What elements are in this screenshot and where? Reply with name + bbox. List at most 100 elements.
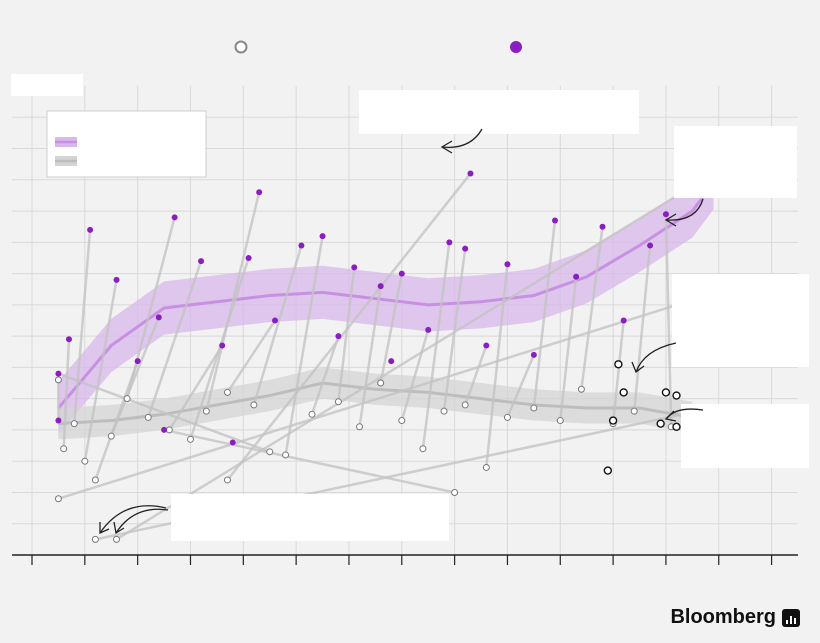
- filled-point: [229, 439, 236, 446]
- arrow-head: [631, 361, 645, 374]
- annotation-box-bottom: [171, 494, 449, 541]
- pair-connector: [125, 217, 176, 399]
- pair-connector: [83, 279, 118, 462]
- annotation-box-right-top: [674, 126, 797, 198]
- hollow-point: [54, 495, 62, 503]
- filled-point: [483, 342, 490, 349]
- hollow-point: [398, 417, 406, 425]
- outlier-ring-point: [656, 419, 665, 428]
- hollow-point: [186, 435, 194, 443]
- pair-connector: [379, 273, 404, 384]
- filled-point: [335, 333, 342, 340]
- filled-point: [298, 242, 305, 249]
- outlier-ring-point: [672, 422, 681, 432]
- hollow-point: [165, 426, 173, 434]
- bloomberg-logo: Bloomberg: [670, 606, 800, 629]
- arrow-bottom-1: [99, 505, 167, 534]
- arrow-head: [113, 521, 125, 535]
- filled-point: [425, 326, 432, 333]
- pair-connector: [62, 339, 71, 449]
- arrow-head: [99, 522, 110, 535]
- hollow-point: [419, 445, 427, 453]
- hollow-point: [630, 407, 638, 415]
- pair-connector: [580, 226, 604, 390]
- outlier-ring-point: [603, 466, 613, 475]
- pair-connector: [168, 344, 224, 431]
- filled-point: [398, 270, 405, 277]
- annotation-box-ylabel: [11, 74, 83, 96]
- pair-connector: [559, 276, 578, 421]
- outlier-ring-point: [619, 388, 628, 397]
- hollow-point: [123, 395, 131, 403]
- pair-connector: [226, 172, 472, 481]
- pair-connector: [163, 428, 455, 494]
- hollow-point: [440, 407, 448, 415]
- hollow-point: [503, 413, 511, 421]
- hollow-point: [91, 535, 99, 543]
- hollow-point: [377, 379, 385, 387]
- arrow-head: [664, 213, 677, 227]
- filled-point: [272, 317, 279, 324]
- hollow-point: [356, 423, 364, 431]
- filled-point: [55, 417, 62, 424]
- hollow-point: [577, 385, 585, 393]
- hollow-point: [60, 445, 68, 453]
- annotation-box-right-low: [681, 404, 809, 468]
- annotation-box-right-mid: [672, 274, 809, 367]
- filled-point: [155, 314, 162, 321]
- pair-connector: [400, 329, 430, 421]
- hollow-point: [451, 488, 459, 496]
- filled-point: [446, 239, 453, 246]
- pair-connector: [57, 372, 271, 453]
- hollow-point: [54, 376, 62, 384]
- pair-connector: [442, 248, 467, 412]
- filled-point: [134, 358, 141, 365]
- hollow-point: [113, 535, 121, 543]
- annotation-box-top: [359, 90, 639, 134]
- filled-point: [388, 358, 395, 365]
- pair-connector: [189, 257, 250, 440]
- pair-connector: [205, 192, 261, 412]
- bloomberg-chart-icon: [782, 608, 800, 627]
- filled-point: [377, 283, 384, 290]
- pair-connector: [664, 214, 673, 427]
- hollow-point: [308, 410, 316, 418]
- filled-point: [504, 261, 511, 268]
- hollow-point: [282, 451, 290, 459]
- legend-filled-marker: [510, 41, 522, 53]
- pair-connector: [110, 316, 160, 437]
- brand-name: Bloomberg: [670, 606, 776, 628]
- pair-connector: [337, 267, 356, 402]
- arrow-top: [441, 128, 483, 149]
- hollow-point: [91, 476, 99, 484]
- pair-connector: [115, 178, 704, 541]
- hollow-point: [482, 463, 490, 471]
- purple-trend-line: [57, 182, 715, 410]
- hollow-point: [81, 457, 89, 465]
- filled-point: [65, 336, 72, 343]
- outlier-ring-point: [661, 388, 671, 397]
- arrow-head: [664, 410, 677, 422]
- filled-point: [55, 370, 62, 377]
- pair-connector: [226, 319, 277, 394]
- filled-point: [198, 258, 205, 265]
- outlier-ring-point: [672, 391, 681, 400]
- filled-point: [530, 351, 537, 358]
- filled-point: [319, 233, 326, 240]
- filled-point: [462, 245, 469, 252]
- pair-connector: [284, 235, 324, 456]
- filled-point: [647, 242, 654, 249]
- filled-point: [551, 217, 558, 224]
- hollow-point: [530, 404, 538, 412]
- filled-point: [662, 211, 669, 218]
- filled-point: [599, 223, 606, 230]
- filled-point: [245, 254, 252, 261]
- filled-point: [161, 426, 168, 433]
- arrow-right-mid: [635, 342, 677, 373]
- pair-connector: [421, 242, 451, 449]
- outlier-ring-point: [608, 416, 618, 425]
- filled-point: [351, 264, 358, 271]
- hollow-point: [556, 417, 564, 425]
- legend-hollow-marker: [234, 40, 248, 54]
